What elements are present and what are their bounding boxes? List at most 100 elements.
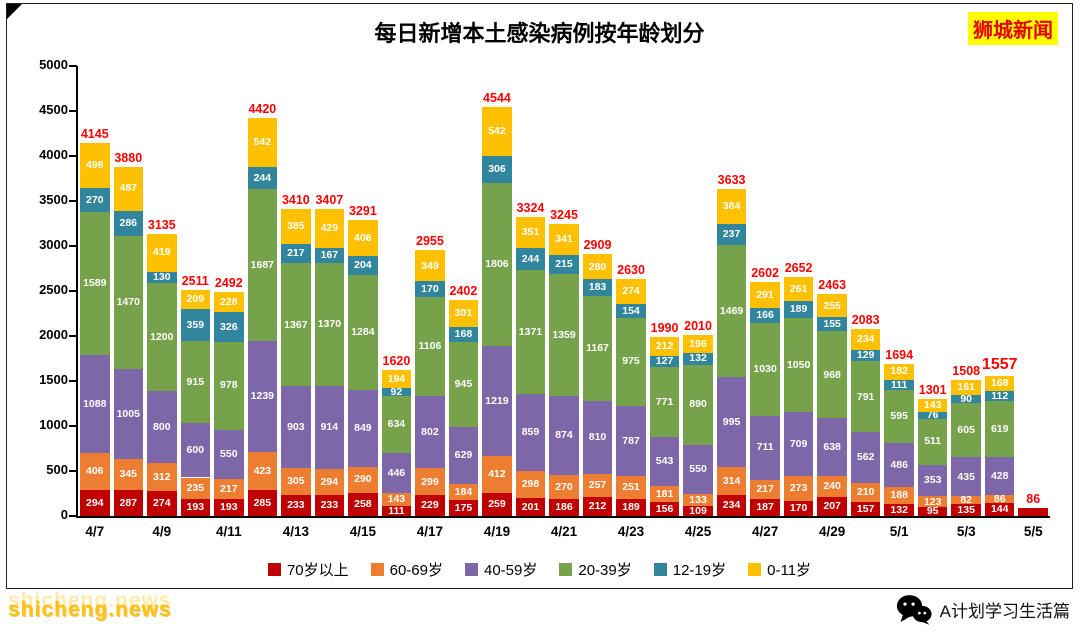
legend-label: 0-11岁: [767, 562, 812, 579]
bar-segment: 273: [783, 476, 814, 501]
bar-total-label: 2402: [449, 283, 478, 298]
y-tick-mark: [69, 290, 77, 292]
bar-segment-value: 619: [990, 422, 1009, 435]
bar-segment: 244: [515, 248, 546, 271]
bar-segment: 86: [984, 494, 1015, 504]
bar-segment: 859: [515, 393, 546, 472]
bar-segment-value: 634: [387, 418, 406, 431]
bar-segment: 429: [314, 209, 345, 248]
bar-segment: 111: [381, 506, 412, 516]
bar-segment-value: 215: [555, 258, 573, 271]
bar-segment-value: 542: [253, 136, 272, 149]
bar-segment: 359: [180, 308, 211, 342]
bar-total-label: 1990: [650, 320, 679, 335]
bar-total-label: 2511: [181, 274, 209, 289]
bar-total-label: 3135: [147, 217, 176, 232]
bar-total-label: 3324: [516, 200, 545, 215]
x-tick-label: 5/3: [956, 524, 976, 539]
corner-artifact: [7, 4, 22, 19]
bar-segment: 1284: [348, 274, 378, 391]
bar-segment-value: 349: [421, 259, 439, 272]
bar-segment: 428: [984, 456, 1015, 496]
bar-segment: 810: [582, 400, 613, 474]
bar-segment-value: 1687: [250, 258, 275, 271]
bar-total-label: 4420: [248, 102, 277, 117]
bar-segment-value: 1470: [116, 296, 140, 309]
y-tick-label: 2500: [39, 282, 68, 297]
bar-segment-value: 605: [957, 423, 975, 436]
bar-segment: 274: [147, 491, 177, 516]
bar-segment-value: 280: [588, 260, 607, 273]
x-tick-label: 4/13: [282, 524, 309, 539]
bar-segment: 550: [683, 444, 713, 495]
legend-item: 40-59岁: [465, 559, 537, 580]
bar-segment-value: 1284: [351, 326, 375, 339]
bar-total-label: 2602: [751, 265, 779, 280]
bar-segment-value: 229: [421, 499, 439, 512]
bar-segment: 82: [951, 495, 981, 505]
bar-total-label: 1557: [981, 355, 1018, 373]
bar-segment: 487: [113, 166, 144, 211]
legend-swatch: [748, 563, 762, 576]
bar-segment-value: 92: [390, 385, 403, 398]
bar-segment: 312: [147, 463, 177, 492]
bar-segment: 968: [817, 331, 847, 419]
bar-segment: 76: [917, 410, 948, 420]
y-tick-mark: [69, 245, 77, 247]
bar-segment: 1219: [482, 345, 512, 456]
bar-segment: 945: [448, 342, 479, 428]
chart-frame: 每日新增本土感染病例按年龄划分 狮城新闻 0 500 1000 1500 2000 250…: [6, 3, 1073, 589]
bar-segment-value: 212: [655, 340, 674, 353]
watermark-wechat: A计划学习生活篇: [896, 594, 1070, 625]
bar-segment: 542: [247, 118, 278, 167]
bar-segment-value: 1371: [518, 325, 543, 338]
y-tick-label: 4000: [39, 147, 68, 162]
bar-segment: 90: [951, 394, 981, 404]
bar-segment-value: 800: [153, 421, 171, 434]
bar-segment-value: 182: [890, 365, 908, 378]
x-tick-label: 4/25: [684, 524, 712, 539]
bar-segment: 189: [783, 300, 814, 318]
legend-label: 60-69岁: [389, 562, 443, 579]
bar-segment-value: 487: [119, 182, 138, 195]
bar-segment: 181: [649, 485, 680, 502]
bar-segment: 874: [549, 396, 579, 475]
bar-segment-value: 849: [354, 422, 372, 435]
bar-segment-value: 155: [823, 318, 841, 331]
bar-segment-value: 112: [991, 389, 1009, 402]
bar-total-label: 3291: [348, 203, 377, 218]
bar-segment: 412: [482, 455, 512, 493]
bar-segment: 1005: [113, 368, 144, 460]
y-tick-label: 4500: [39, 102, 68, 117]
bar-segment: 349: [415, 250, 445, 282]
bar-segment: 290: [348, 466, 378, 493]
plot-area: 0 500 1000 1500 2000 2500 3000 3500 4000 4500 5000…: [39, 57, 1050, 539]
bar-segment-value: 1200: [150, 331, 174, 344]
bar-segment-value: 132: [890, 503, 908, 516]
legend-label: 40-59岁: [484, 562, 538, 579]
bar-segment-value: 270: [85, 193, 104, 206]
bar-segment: 217: [750, 479, 780, 500]
bar-segment-value: 234: [856, 332, 875, 345]
bar-segment: 995: [716, 377, 747, 467]
bar-segment-value: 874: [555, 429, 573, 442]
bar-segment-value: 244: [253, 171, 272, 184]
y-tick-label: 1000: [39, 417, 68, 432]
bar-segment-value: 168: [454, 328, 473, 341]
bar-segment: 280: [582, 254, 613, 280]
bar-segment-value: 301: [454, 307, 473, 320]
bar-segment: 341: [549, 223, 579, 255]
bar-segment-value: 802: [421, 426, 439, 439]
bar-total-label: 2630: [617, 263, 645, 278]
bar-segment-value: 711: [756, 441, 774, 454]
bar-segment-value: 233: [287, 499, 305, 512]
bar-segment-value: 209: [186, 293, 205, 306]
bar-segment: 170: [415, 281, 445, 297]
bar-segment-value: 446: [387, 466, 406, 479]
bar-segment: 345: [113, 459, 144, 491]
bar-total-label: 2955: [416, 234, 444, 249]
legend-item: 12-19岁: [653, 559, 726, 580]
bar-segment: 419: [147, 233, 177, 272]
bar-segment: 133: [683, 494, 713, 507]
bar-segment-value: 1106: [418, 340, 442, 353]
